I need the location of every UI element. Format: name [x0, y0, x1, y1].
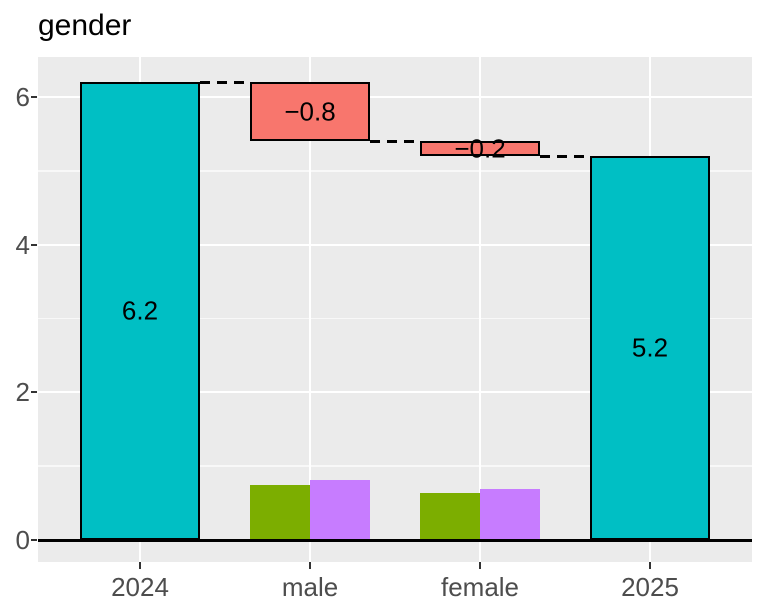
bar-2024 [80, 82, 200, 540]
x-gridline-male [309, 57, 311, 562]
x-gridline-female [479, 57, 481, 562]
y-tick-label: 0 [15, 525, 30, 555]
x-tick-mark [649, 562, 651, 569]
y-tick-label: 2 [15, 377, 30, 408]
plot-panel: 6.2 −0.8 −0.2 5.2 [38, 57, 752, 562]
bar-value-label: 5.2 [631, 332, 669, 363]
sub-bar-female-left [420, 492, 480, 540]
sub-bar-female-right [480, 489, 540, 540]
y-gridline-minor [38, 465, 752, 467]
waterfall-connector [540, 154, 590, 158]
y-gridline-major [38, 96, 752, 99]
bar-value-label: −0.2 [454, 133, 506, 164]
bar-male [250, 82, 370, 142]
x-tick-label-2024: 2024 [111, 572, 169, 602]
bar-value-label: 6.2 [121, 295, 159, 326]
sub-bar-male-right [310, 480, 370, 540]
x-tick-label-male: male [281, 572, 339, 602]
waterfall-connector [370, 139, 420, 143]
sub-bar-male-left [250, 484, 310, 540]
y-tick-label: 6 [15, 82, 30, 113]
bar-2025 [590, 156, 710, 540]
x-axis-line [38, 538, 752, 542]
waterfall-connector [200, 80, 250, 84]
x-tick-label-2025: 2025 [621, 572, 679, 602]
y-tick-mark [31, 539, 37, 541]
bar-value-label: −0.8 [284, 96, 336, 127]
y-gridline-major [38, 391, 752, 394]
y-gridline-major [38, 243, 752, 246]
bar-female [420, 141, 540, 157]
x-tick-mark [139, 562, 141, 569]
y-gridline-minor [38, 170, 752, 172]
y-tick-label: 4 [15, 229, 30, 260]
x-tick-mark [309, 562, 311, 569]
chart-title: gender [38, 9, 132, 42]
y-tick-mark [31, 243, 37, 246]
y-tick-mark [31, 391, 37, 394]
y-gridline-minor [38, 317, 752, 320]
x-tick-mark [479, 562, 481, 569]
x-tick-label-female: female [440, 572, 520, 602]
y-tick-mark [31, 96, 37, 99]
